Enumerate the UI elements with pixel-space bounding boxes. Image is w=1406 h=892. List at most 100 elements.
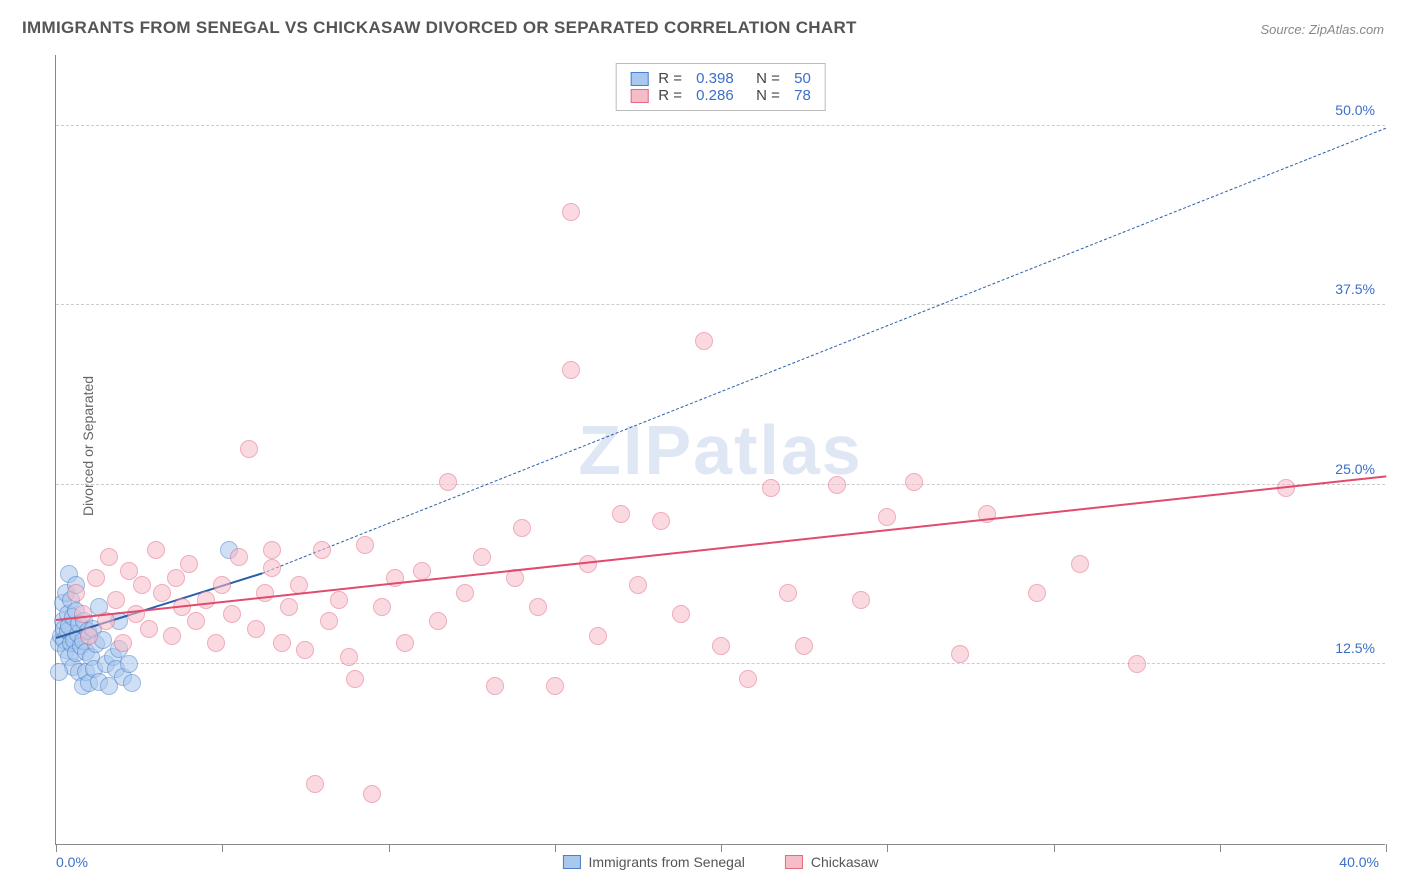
gridline [56,663,1385,664]
data-point [153,584,171,602]
stats-box: R = 0.398 N = 50R = 0.286 N = 78 [615,63,826,111]
data-point [340,648,358,666]
r-value: 0.398 [696,70,734,87]
y-tick-label: 50.0% [1335,102,1375,118]
legend: Immigrants from Senegal Chickasaw [562,854,878,870]
x-min-label: 0.0% [56,854,88,870]
data-point [828,476,846,494]
data-point [100,548,118,566]
data-point [280,598,298,616]
data-point [197,591,215,609]
data-point [546,677,564,695]
data-point [612,505,630,523]
data-point [672,605,690,623]
data-point [1128,655,1146,673]
data-point [363,785,381,803]
data-point [473,548,491,566]
plot-area: ZIPatlas R = 0.398 N = 50R = 0.286 N = 7… [55,55,1385,845]
data-point [739,670,757,688]
x-tick [222,844,223,852]
legend-item: Immigrants from Senegal [562,854,744,870]
y-tick-label: 25.0% [1335,461,1375,477]
data-point [107,591,125,609]
data-point [456,584,474,602]
data-point [123,674,141,692]
series-swatch [630,72,648,86]
y-tick-label: 37.5% [1335,281,1375,297]
trend-line-extrapolated [262,128,1386,574]
data-point [629,576,647,594]
data-point [439,473,457,491]
data-point [180,555,198,573]
data-point [147,541,165,559]
data-point [562,203,580,221]
n-value: 78 [794,87,811,104]
data-point [80,627,98,645]
data-point [346,670,364,688]
data-point [562,361,580,379]
data-point [273,634,291,652]
x-tick [56,844,57,852]
data-point [223,605,241,623]
data-point [695,332,713,350]
data-point [306,775,324,793]
legend-item: Chickasaw [785,854,879,870]
data-point [207,634,225,652]
legend-label: Chickasaw [811,854,879,870]
data-point [652,512,670,530]
y-tick-label: 12.5% [1335,640,1375,656]
data-point [120,562,138,580]
x-tick [887,844,888,852]
gridline [56,304,1385,305]
data-point [114,634,132,652]
data-point [373,598,391,616]
legend-label: Immigrants from Senegal [588,854,744,870]
x-tick [389,844,390,852]
data-point [120,655,138,673]
source-label: Source: ZipAtlas.com [1260,22,1384,37]
x-max-label: 40.0% [1339,854,1379,870]
x-tick [555,844,556,852]
series-swatch [630,89,648,103]
data-point [313,541,331,559]
data-point [240,440,258,458]
legend-swatch [562,855,580,869]
data-point [296,641,314,659]
data-point [486,677,504,695]
data-point [67,584,85,602]
data-point [762,479,780,497]
data-point [429,612,447,630]
gridline [56,125,1385,126]
data-point [263,541,281,559]
data-point [163,627,181,645]
chart-title: IMMIGRANTS FROM SENEGAL VS CHICKASAW DIV… [22,18,857,38]
data-point [320,612,338,630]
stats-row: R = 0.398 N = 50 [630,70,811,87]
data-point [712,637,730,655]
data-point [589,627,607,645]
x-tick [1386,844,1387,852]
data-point [187,612,205,630]
x-tick [721,844,722,852]
data-point [127,605,145,623]
n-value: 50 [794,70,811,87]
chart-container: IMMIGRANTS FROM SENEGAL VS CHICKASAW DIV… [0,0,1406,892]
r-value: 0.286 [696,87,734,104]
data-point [167,569,185,587]
data-point [50,663,68,681]
data-point [529,598,547,616]
data-point [413,562,431,580]
data-point [74,605,92,623]
data-point [87,569,105,587]
gridline [56,484,1385,485]
trend-line [56,476,1386,622]
data-point [795,637,813,655]
x-tick [1220,844,1221,852]
data-point [263,559,281,577]
data-point [330,591,348,609]
data-point [779,584,797,602]
data-point [951,645,969,663]
data-point [140,620,158,638]
data-point [133,576,151,594]
data-point [396,634,414,652]
